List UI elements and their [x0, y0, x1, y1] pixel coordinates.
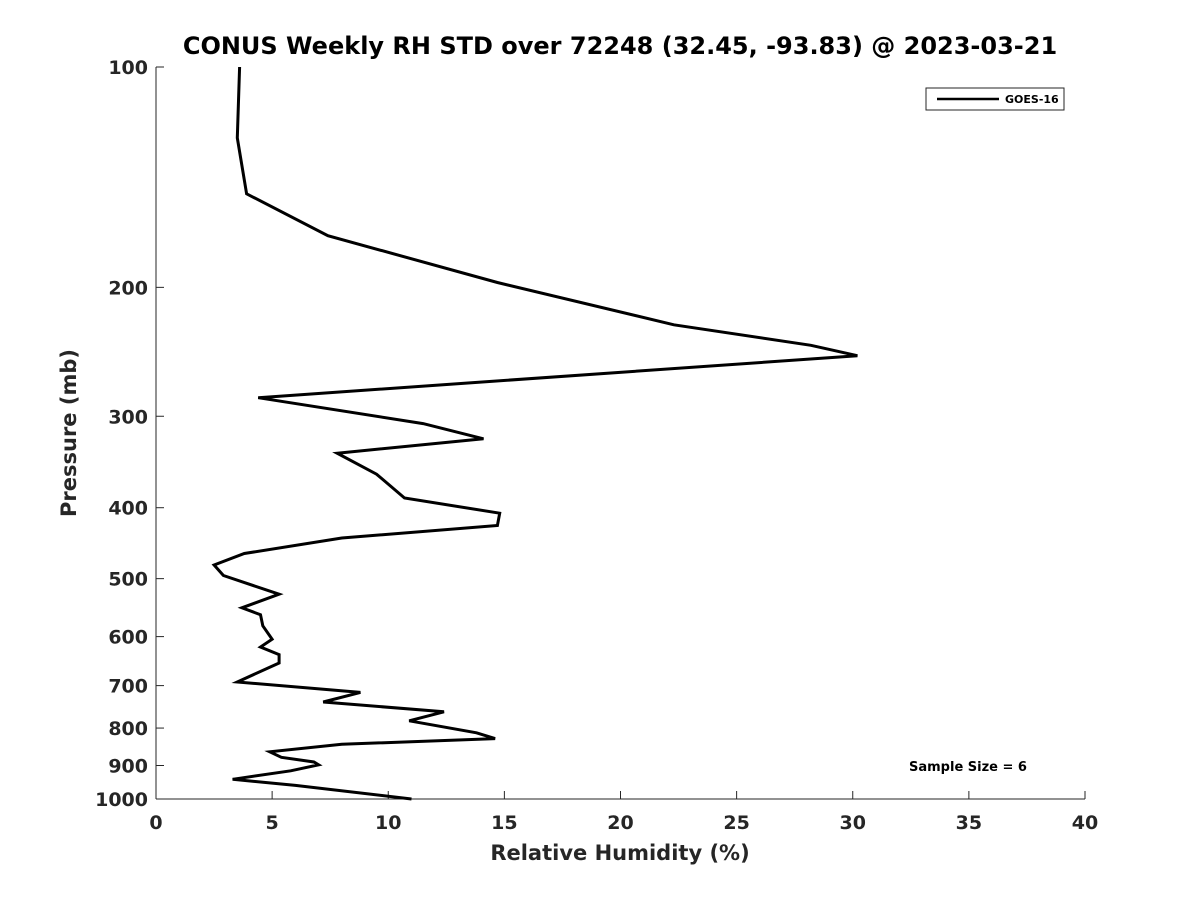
- series-layer: [211, 66, 858, 801]
- x-axis-ticks: 0 5 10 15 20 25 30 35 40: [149, 791, 1098, 834]
- y-tick-label: 400: [108, 498, 148, 520]
- x-tick-label: 20: [607, 812, 633, 834]
- legend-label-goes16: GOES-16: [1005, 93, 1059, 106]
- x-tick-label: 15: [491, 812, 517, 834]
- y-tick-label: 300: [108, 406, 148, 428]
- plot-area: [155, 67, 1085, 800]
- x-tick-label: 10: [375, 812, 401, 834]
- y-tick-label: 1000: [95, 789, 148, 811]
- x-axis-label: Relative Humidity (%): [490, 841, 749, 865]
- y-tick-label: 700: [108, 676, 148, 698]
- x-tick-label: 30: [840, 812, 866, 834]
- sample-size-annotation: Sample Size = 6: [909, 760, 1027, 775]
- legend: GOES-16: [925, 87, 1065, 111]
- x-tick-label: 35: [956, 812, 982, 834]
- y-tick-label: 200: [108, 277, 148, 299]
- y-axis-label: Pressure (mb): [57, 349, 81, 517]
- x-tick-label: 0: [149, 812, 162, 834]
- x-tick-label: 5: [266, 812, 279, 834]
- x-tick-label: 25: [723, 812, 749, 834]
- y-tick-label: 800: [108, 718, 148, 740]
- x-tick-label: 40: [1072, 812, 1098, 834]
- y-axis-ticks: 100 200 300 400 500 600 700 800 900 1000: [95, 57, 164, 811]
- y-tick-label: 600: [108, 627, 148, 649]
- y-tick-label: 100: [108, 57, 148, 79]
- chart-title: CONUS Weekly RH STD over 72248 (32.45, -…: [183, 32, 1057, 60]
- y-tick-label: 900: [108, 756, 148, 778]
- y-tick-label: 500: [108, 569, 148, 591]
- series-line-goes16: [211, 66, 858, 801]
